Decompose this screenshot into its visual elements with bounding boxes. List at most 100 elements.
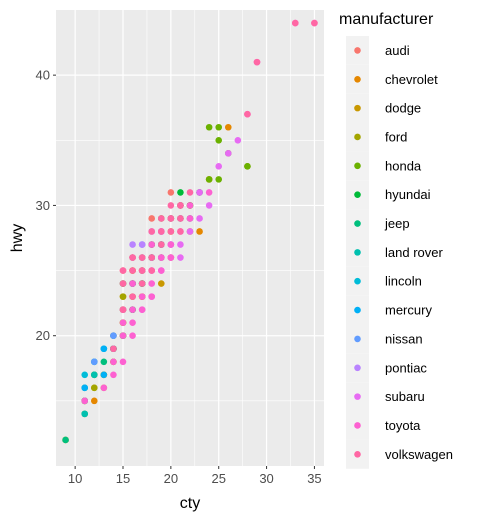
data-point	[215, 163, 223, 170]
x-axis-title: cty	[180, 495, 200, 512]
data-point	[119, 293, 127, 300]
data-point	[311, 19, 318, 27]
data-point	[167, 241, 175, 248]
data-point	[129, 241, 136, 248]
legend-swatch	[354, 75, 361, 83]
data-point	[148, 254, 156, 261]
legend-item: chevrolet	[346, 64, 438, 94]
legend-item: jeep	[346, 209, 410, 238]
y-tick-label: 20	[36, 328, 50, 343]
legend-title: manufacturer	[339, 11, 434, 28]
data-point	[157, 215, 165, 222]
minor-gridlines	[56, 10, 324, 466]
plot-background	[56, 10, 324, 466]
data-point	[167, 189, 175, 196]
data-point	[148, 215, 156, 222]
data-point	[291, 19, 299, 27]
data-point	[215, 136, 223, 144]
data-point	[186, 215, 194, 222]
data-point	[100, 358, 108, 366]
x-tick-label: 35	[307, 471, 321, 486]
data-point	[90, 358, 98, 366]
legend-item: dodge	[346, 93, 421, 123]
legend-swatch	[354, 220, 361, 227]
data-point	[167, 254, 175, 261]
data-point	[138, 241, 146, 248]
legend-label: ford	[385, 129, 407, 144]
data-point	[119, 306, 127, 313]
data-point	[196, 189, 203, 196]
data-point	[157, 241, 165, 248]
legend-item: nissan	[346, 324, 423, 354]
legend-item: subaru	[346, 382, 425, 412]
x-tick-label: 30	[259, 471, 273, 486]
legend-item: volkswagen	[346, 439, 453, 469]
data-point	[205, 202, 213, 209]
data-point	[177, 215, 184, 222]
data-point	[110, 345, 117, 353]
data-point	[129, 319, 136, 326]
legend-label: honda	[385, 158, 422, 173]
legend-label: chevrolet	[385, 72, 438, 87]
data-point	[177, 241, 184, 248]
x-tick-label: 10	[68, 471, 82, 486]
legend-swatch	[354, 364, 361, 372]
data-point	[81, 410, 89, 418]
data-point	[129, 280, 136, 287]
series-volkswagen	[110, 19, 318, 353]
data-point	[81, 371, 89, 379]
data-point	[129, 306, 136, 313]
data-point	[205, 176, 213, 183]
data-point	[215, 176, 223, 183]
data-point	[167, 202, 175, 209]
data-points	[62, 19, 318, 444]
legend-swatch	[354, 451, 361, 458]
data-point	[196, 215, 203, 222]
legend-swatch	[354, 306, 361, 314]
data-point	[90, 397, 98, 405]
data-point	[157, 267, 165, 274]
legend-label: toyota	[385, 418, 421, 433]
legend-swatch	[354, 393, 361, 400]
data-point	[90, 371, 98, 379]
legend-swatch	[354, 191, 361, 198]
data-point	[138, 280, 146, 287]
legend-swatch	[354, 133, 361, 141]
x-axis-ticks: 10 15 20 25 30 35	[68, 466, 322, 486]
data-point	[186, 228, 194, 235]
data-point	[138, 306, 146, 313]
data-point	[100, 345, 108, 353]
data-point	[148, 241, 156, 248]
data-point	[110, 332, 117, 340]
legend-label: pontiac	[385, 360, 427, 375]
y-axis-ticks: 20 30 40	[36, 68, 56, 343]
legend-label: land rover	[385, 245, 443, 260]
data-point	[100, 384, 108, 392]
data-point	[177, 189, 184, 196]
data-point	[186, 189, 194, 196]
data-point	[148, 267, 156, 274]
legend-item: toyota	[346, 411, 421, 440]
x-tick-label: 25	[211, 471, 225, 486]
legend: audi chevrolet dodge ford honda hyundai jeep la…	[346, 36, 453, 469]
data-point	[177, 202, 184, 209]
legend-item: hyundai	[346, 180, 431, 210]
major-gridlines	[56, 10, 324, 466]
legend-label: subaru	[385, 389, 425, 404]
data-point	[81, 397, 89, 405]
data-point	[148, 293, 156, 300]
data-point	[129, 332, 136, 340]
legend-label: dodge	[385, 101, 421, 116]
legend-swatch	[354, 277, 361, 285]
legend-label: jeep	[384, 216, 410, 231]
y-axis-title: hwy	[9, 224, 26, 252]
data-point	[62, 436, 69, 444]
data-point	[157, 254, 165, 261]
data-point	[100, 371, 108, 379]
legend-item: lincoln	[346, 266, 422, 296]
legend-item: ford	[346, 122, 407, 152]
data-point	[119, 332, 127, 340]
legend-label: audi	[385, 43, 410, 58]
data-point	[177, 228, 184, 235]
